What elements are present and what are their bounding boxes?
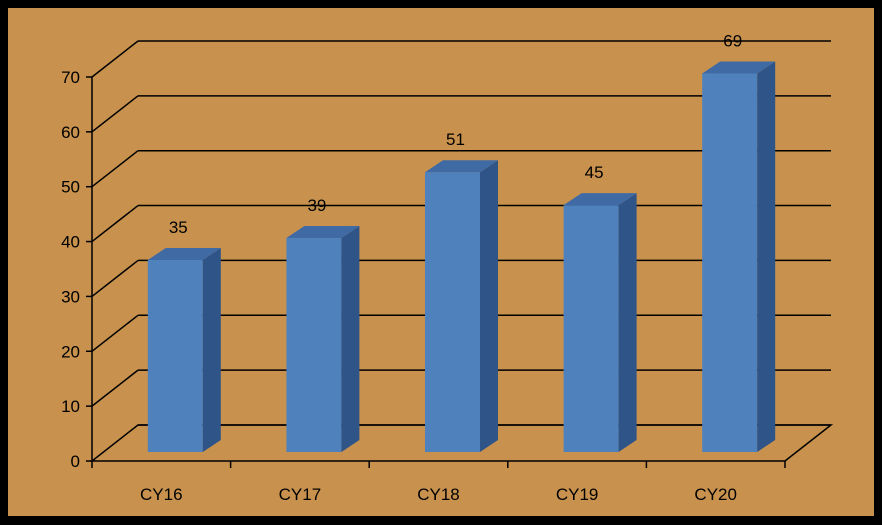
y-tick-label: 20 [61, 342, 80, 361]
bar-top [147, 247, 221, 260]
y-tick-label: 60 [61, 123, 80, 142]
bar [147, 247, 221, 452]
y-tick-label: 70 [61, 68, 80, 87]
gridline-diagonal [91, 95, 139, 133]
bar [563, 193, 637, 452]
bar-top [425, 160, 498, 173]
bar [286, 226, 360, 452]
bar-side [202, 247, 221, 452]
data-label: 35 [169, 218, 188, 237]
bar-front [147, 259, 203, 452]
bar-top [563, 193, 637, 206]
gridline-diagonal [91, 314, 139, 352]
bar [425, 160, 498, 453]
bar-top [702, 61, 776, 74]
y-tick-label: 10 [61, 397, 80, 416]
y-axis: 0 10 20 30 40 50 60 70 [61, 68, 92, 471]
gridline-diagonal [91, 40, 139, 78]
x-tick-label: CY17 [279, 485, 322, 504]
y-tick-label: 40 [61, 233, 80, 252]
gridline-diagonal [91, 150, 139, 188]
data-label: 45 [585, 163, 604, 182]
y-tick-label: 0 [71, 452, 80, 471]
bar-side [618, 193, 637, 452]
x-tick-label: CY19 [556, 485, 599, 504]
data-label: 69 [723, 31, 742, 50]
gridline-diagonal [91, 204, 139, 243]
y-tick-label: 50 [61, 178, 80, 197]
data-labels: 35 39 51 45 69 [169, 31, 742, 237]
bar [702, 61, 776, 452]
bar-top [286, 226, 360, 239]
gridline-diagonal [91, 369, 139, 407]
bar-front [702, 73, 758, 452]
bar-front [425, 172, 480, 453]
bar-side [341, 226, 360, 452]
bars [147, 61, 776, 453]
x-tick-label: CY20 [694, 485, 737, 504]
bar-side [480, 160, 498, 453]
bar-front [286, 238, 342, 452]
y-tick-label: 30 [61, 287, 80, 306]
x-axis: CY16 CY17 CY18 CY19 CY20 [91, 461, 786, 504]
data-label: 39 [307, 196, 326, 215]
x-tick-label: CY16 [140, 485, 183, 504]
data-label: 51 [446, 130, 465, 149]
x-tick-label: CY18 [417, 485, 460, 504]
gridline-diagonal [91, 259, 139, 298]
bar-front [563, 205, 619, 452]
bar-side [757, 61, 776, 452]
